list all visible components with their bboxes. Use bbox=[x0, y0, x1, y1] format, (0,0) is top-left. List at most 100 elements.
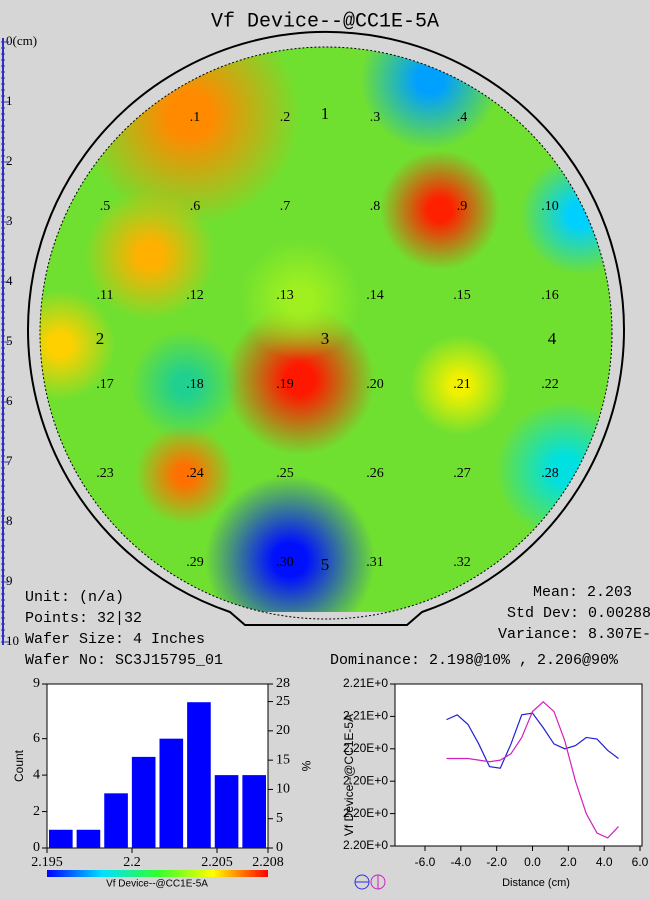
bar bbox=[159, 738, 184, 848]
y-axis-title: Count bbox=[12, 749, 26, 782]
bar bbox=[242, 775, 266, 848]
y2-tick-label: 5 bbox=[276, 811, 283, 826]
y2-tick-label: 15 bbox=[276, 752, 290, 767]
site-label: .9 bbox=[457, 199, 468, 214]
site-label: .15 bbox=[453, 288, 471, 303]
line-series bbox=[446, 712, 619, 769]
stat-text: Wafer Size: 4 Inches bbox=[25, 631, 205, 648]
site-label: .18 bbox=[186, 377, 204, 392]
color-blob bbox=[380, 150, 500, 270]
wafer-edge bbox=[39, 46, 613, 620]
site-label: .26 bbox=[366, 466, 384, 481]
y2-tick-label: 20 bbox=[276, 723, 290, 738]
ruler-label: 6 bbox=[6, 393, 13, 408]
site-label: .8 bbox=[370, 199, 381, 214]
ruler-label: 5 bbox=[6, 333, 13, 348]
x-tick-label: 2.208 bbox=[252, 855, 284, 870]
color-blob bbox=[130, 330, 240, 440]
x-tick-label: -4.0 bbox=[450, 855, 471, 869]
histogram-plot bbox=[46, 683, 269, 849]
site-label: .22 bbox=[541, 377, 559, 392]
bar bbox=[214, 775, 239, 848]
site-label: .1 bbox=[190, 110, 201, 125]
x-tick-label: -2.0 bbox=[486, 855, 507, 869]
bar bbox=[49, 829, 73, 848]
x-tick-label: 6.0 bbox=[632, 855, 649, 869]
y-tick-label: 2.21E+0 bbox=[343, 676, 388, 690]
site-label: .25 bbox=[276, 466, 294, 481]
x-tick-label: 2.195 bbox=[31, 855, 63, 870]
site-label: .11 bbox=[97, 288, 114, 303]
site-label: .29 bbox=[186, 555, 204, 570]
site-label: .16 bbox=[541, 288, 559, 303]
color-blob bbox=[240, 240, 360, 360]
x-tick-label: 2.2 bbox=[123, 855, 141, 870]
site-label: .27 bbox=[453, 466, 471, 481]
y2-tick-label: 28 bbox=[276, 676, 290, 691]
y-tick-label: 9 bbox=[33, 676, 40, 691]
y-tick-label: 2.20E+0 bbox=[343, 838, 388, 852]
y-tick-label: 6 bbox=[33, 731, 40, 746]
site-label: .19 bbox=[276, 377, 294, 392]
site-label: .14 bbox=[366, 288, 384, 303]
site-label: .6 bbox=[190, 199, 201, 214]
x-tick-label: 4.0 bbox=[596, 855, 613, 869]
colorbar bbox=[47, 870, 268, 877]
ruler-label: 2 bbox=[6, 153, 13, 168]
line-series bbox=[446, 701, 619, 839]
y-tick-label: 2.20E+0 bbox=[343, 773, 388, 787]
site-label: .21 bbox=[453, 377, 471, 392]
stat-text: Mean: 2.203 bbox=[533, 584, 632, 601]
title: Vf Device--@CC1E-5A bbox=[211, 10, 439, 33]
site-label: .23 bbox=[96, 466, 114, 481]
site-label: .32 bbox=[453, 555, 471, 570]
ruler-label: 8 bbox=[6, 513, 13, 528]
zone-label: 4 bbox=[548, 329, 557, 348]
stat-text: Wafer No: SC3J15795_01 bbox=[25, 652, 223, 669]
y-tick-label: 2.20E+0 bbox=[343, 741, 388, 755]
x-tick-label: 2.0 bbox=[560, 855, 577, 869]
site-label: .12 bbox=[186, 288, 204, 303]
color-blob bbox=[135, 425, 235, 525]
site-label: .5 bbox=[100, 199, 111, 214]
bar bbox=[131, 756, 156, 848]
site-label: .10 bbox=[541, 199, 559, 214]
stat-text: Dominance: 2.198@10% , 2.206@90% bbox=[330, 652, 619, 669]
y-tick-label: 0 bbox=[33, 840, 40, 855]
y2-axis-title: % bbox=[299, 761, 313, 772]
zone-label: 2 bbox=[96, 329, 105, 348]
y-tick-label: 2 bbox=[33, 804, 40, 819]
color-blob bbox=[85, 190, 215, 320]
color-blob bbox=[360, 47, 500, 150]
y2-tick-label: 0 bbox=[276, 840, 283, 855]
x-tick-label: -6.0 bbox=[415, 855, 436, 869]
y2-tick-label: 10 bbox=[276, 782, 290, 797]
stat-text: Variance: 8.307E-6 bbox=[498, 626, 650, 643]
y2-tick-label: 25 bbox=[276, 694, 290, 709]
x-tick-label: 0.0 bbox=[524, 855, 541, 869]
ruler-label: 1 bbox=[6, 93, 13, 108]
site-label: .13 bbox=[276, 288, 294, 303]
site-label: .17 bbox=[96, 377, 114, 392]
ruler-label: 10 bbox=[6, 633, 19, 648]
y-tick-label: 2.21E+0 bbox=[343, 709, 388, 723]
zone-label: 1 bbox=[321, 104, 330, 123]
color-blob bbox=[495, 400, 612, 540]
color-blob bbox=[410, 335, 510, 435]
y-axis-title: Vf Device--@CC1E-5A bbox=[342, 714, 356, 836]
y-tick-label: 4 bbox=[33, 767, 40, 782]
site-label: .7 bbox=[280, 199, 291, 214]
site-label: .4 bbox=[457, 110, 468, 125]
site-label: .24 bbox=[186, 466, 204, 481]
site-label: .2 bbox=[280, 110, 291, 125]
site-label: .31 bbox=[366, 555, 384, 570]
site-label: .20 bbox=[366, 377, 384, 392]
stat-text: Points: 32|32 bbox=[25, 610, 142, 627]
ruler-label: 9 bbox=[6, 573, 13, 588]
zone-label: 3 bbox=[321, 329, 330, 348]
ruler-label: 4 bbox=[6, 273, 13, 288]
colorbar-label: Vf Device--@CC1E-5A bbox=[106, 879, 208, 890]
x-tick-label: 2.205 bbox=[201, 855, 233, 870]
ruler-label: 3 bbox=[6, 213, 13, 228]
